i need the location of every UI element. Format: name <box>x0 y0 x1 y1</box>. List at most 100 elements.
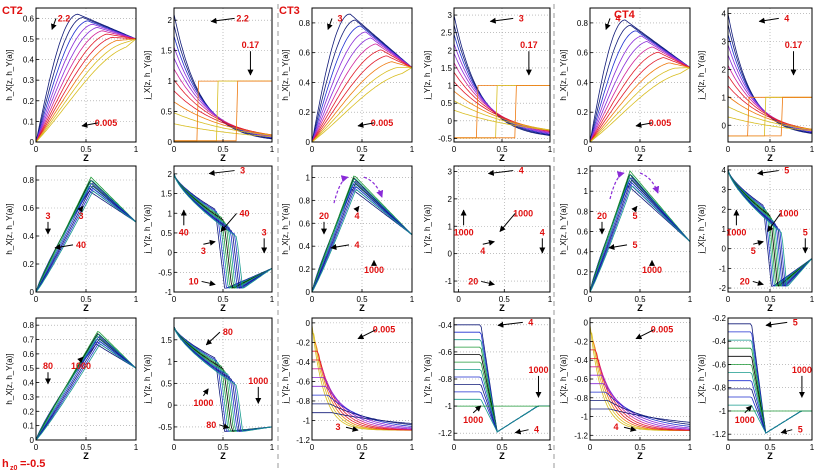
y-tick-label: 1 <box>448 82 453 91</box>
y-tick-label: 0 <box>448 250 453 259</box>
series-line <box>36 344 136 440</box>
grid <box>35 166 137 293</box>
y-tick-label: -0.4 <box>712 337 726 346</box>
y-tick-label: 0.6 <box>23 204 35 213</box>
panel-ct4-j-row3: -1.2 -1 -0.8 -0.6 -0.4 -0.2 0 0.5 1 Zj_X[z, h_Y(a… <box>697 314 814 461</box>
series-line <box>174 123 272 137</box>
annotation-label: 0.17 <box>785 40 803 50</box>
x-tick-label: 0 <box>588 145 593 154</box>
y-axis-label: h_X[z, h_Y(a)] <box>5 353 14 404</box>
annotation-label: 20 <box>597 211 607 221</box>
series-line <box>590 408 690 423</box>
series-line <box>36 333 136 440</box>
x-tick-label: 0.5 <box>356 295 368 304</box>
y-tick-label: -0.5 <box>438 134 452 143</box>
annotation-arrow <box>357 121 375 128</box>
x-tick-label: 0 <box>452 145 457 154</box>
annotation-label: 1000 <box>642 265 662 275</box>
y-tick-label: 0.2 <box>577 268 589 277</box>
y-tick-label: -0.6 <box>438 348 452 357</box>
grid <box>311 166 413 293</box>
series-line <box>36 338 136 440</box>
annotation-label: 1000 <box>513 208 533 218</box>
bottom-note: h z0 =-0.5 <box>2 458 45 472</box>
panel-ct4-h-row2: 0 0.2 0.4 0.6 0.8 1 1.2 0 0.5 1 Zh_X[z, h_Y(a)] 20 5… <box>559 165 693 313</box>
series-group <box>728 323 812 434</box>
y-tick-label: 0.6 <box>23 14 35 23</box>
annotation-label: 1000 <box>778 208 798 218</box>
y-axis-label: j_Y[z, h_Y(a)] <box>423 205 432 254</box>
series-line <box>36 341 136 440</box>
y-tick-label: 2 <box>448 195 453 204</box>
annotation-arrow <box>205 331 221 346</box>
series-line <box>312 67 412 142</box>
y-axis-label: j_Y[z, h_Y(a)] <box>281 355 290 404</box>
annotation-arrow <box>744 405 752 414</box>
series-line <box>312 43 412 142</box>
series-line <box>590 180 690 292</box>
x-tick-label: 0 <box>310 295 315 304</box>
series-group <box>312 13 412 142</box>
x-tick-label: 0 <box>452 443 457 452</box>
annotation-arrow <box>327 18 333 31</box>
annotation-label: 0.005 <box>95 118 118 128</box>
y-tick-label: 1.5 <box>161 190 173 199</box>
annotation-label: 5 <box>803 227 808 237</box>
x-tick-label: 0 <box>34 443 39 452</box>
series-line <box>590 391 690 427</box>
x-axis-label: Z <box>220 451 226 461</box>
x-tick-label: 1 <box>810 295 814 304</box>
x-tick-label: 1 <box>270 443 275 452</box>
annotation-arrow <box>219 423 230 430</box>
series-line <box>312 67 412 142</box>
series-line <box>590 170 690 292</box>
annotation-arrow <box>514 428 529 435</box>
y-tick-label: -0.2 <box>574 337 588 346</box>
y-tick-label: 0 <box>584 319 589 328</box>
series-line <box>590 46 690 142</box>
x-axis-label: Z <box>637 153 643 163</box>
trend-arrow-down <box>639 172 660 194</box>
y-axis-label: j_X[z, h_Y(a)] <box>697 205 706 254</box>
panel-ct3-h-row2: 0 0.2 0.4 0.6 0.8 1 0 0.5 1 Zh_X[z, h_Y(a)] 20 4 4 10… <box>281 165 415 313</box>
x-tick-label: 0.5 <box>764 443 776 452</box>
panel-ct3-h-row1: 0 0.2 0.4 0.6 0.8 0 0.5 1 Zh_X[z, h_Y(a)] 3 0.005 <box>281 7 415 163</box>
annotation-arrow <box>77 205 84 213</box>
series-group <box>174 326 272 432</box>
y-tick-label: -0.4 <box>296 358 310 367</box>
series-group <box>36 330 136 440</box>
series-group <box>454 15 550 139</box>
y-tick-label: -1 <box>445 277 453 286</box>
y-tick-label: -0.6 <box>574 375 588 384</box>
series-line <box>36 23 136 142</box>
y-tick-label: 0.8 <box>23 176 35 185</box>
series-line <box>590 383 690 429</box>
y-tick-label: 3 <box>448 167 453 176</box>
y-axis-label: j_X[z, h_Y(a)] <box>697 355 706 404</box>
x-axis-label: Z <box>499 303 505 313</box>
y-tick-label: -1 <box>581 413 589 422</box>
annotation-label: 3 <box>335 422 340 432</box>
series-line <box>312 385 412 429</box>
series-line <box>312 37 412 142</box>
x-tick-label: 0.5 <box>499 295 511 304</box>
annotation-label: 80 <box>206 420 216 430</box>
y-tick-label: 1.2 <box>577 167 589 176</box>
y-tick-label: 0.6 <box>299 219 311 228</box>
annotation-arrow <box>203 239 216 246</box>
y-tick-label: -0.8 <box>574 394 588 403</box>
annotation-arrow <box>623 426 637 432</box>
y-tick-label: 1 <box>168 77 173 86</box>
y-tick-label: 2 <box>168 16 173 25</box>
x-tick-label: 0.5 <box>356 443 368 452</box>
x-tick-label: 0 <box>310 145 315 154</box>
y-tick-label: 0.2 <box>23 260 35 269</box>
series-line <box>36 183 136 292</box>
panel-ct2-j-row3: -0.5 0 0.5 1 1.5 0 0.5 1 Zj_Y[z, h_Y(a)] 80 1000 10… <box>143 317 275 461</box>
x-axis-label: Z <box>83 451 89 461</box>
y-tick-label: -1 <box>719 264 727 273</box>
annotation-arrow <box>780 428 793 435</box>
y-tick-label: 3 <box>448 11 453 20</box>
y-tick-label: 0.2 <box>299 265 311 274</box>
